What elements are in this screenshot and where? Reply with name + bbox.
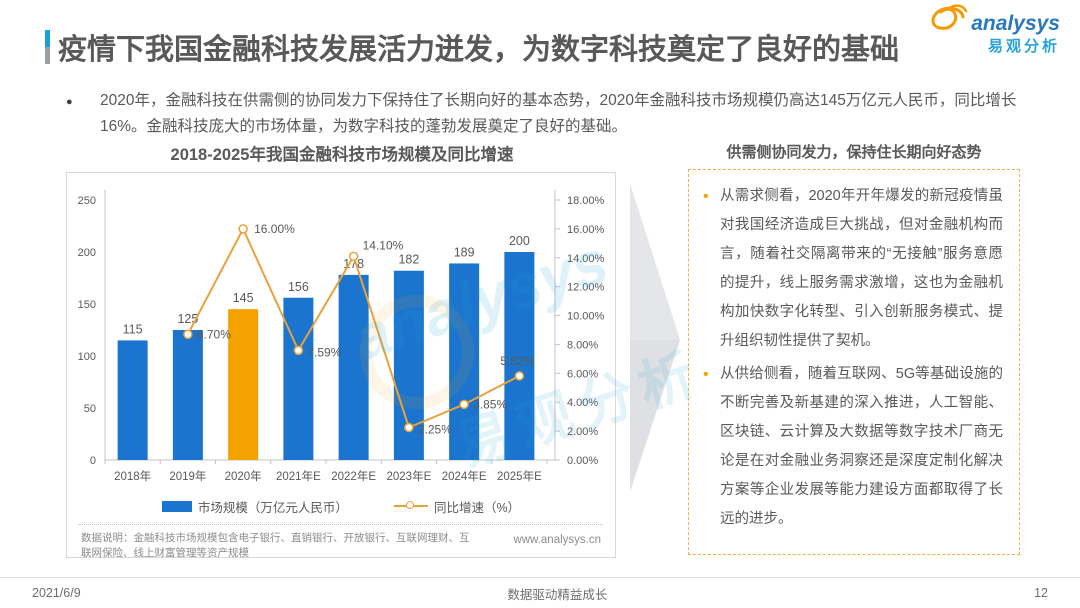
line-value-label: 2.25%	[418, 423, 452, 437]
accent-bar-blue	[45, 30, 50, 47]
line-marker	[404, 422, 414, 433]
left-axis-tick: 200	[78, 247, 96, 259]
bar-legend-swatch	[161, 500, 192, 512]
legend-item-growth: 同比增速（%）	[393, 497, 521, 516]
panel-box: • 从需求侧看，2020年开年爆发的新冠疫情虽对我国经济造成巨大挑战，但对金融机…	[688, 169, 1020, 555]
page-title: 疫情下我国金融科技发展活力迸发，为数字科技奠定了良好的基础	[58, 34, 900, 66]
x-axis-label: 2023年E	[386, 469, 431, 483]
left-axis-tick: 50	[84, 403, 96, 415]
panel-bullet-demand: • 从需求侧看，2020年开年爆发的新冠疫情虽对我国经济造成巨大挑战，但对金融机…	[703, 182, 1003, 356]
x-axis-label: 2019年	[169, 469, 206, 483]
x-axis-label: 2020年	[225, 469, 262, 483]
left-axis-tick: 100	[78, 351, 96, 363]
right-axis-tick: 18.00%	[567, 195, 605, 207]
line-value-label: 5.82%	[500, 354, 534, 368]
panel-bullet-text: 从需求侧看，2020年开年爆发的新冠疫情虽对我国经济造成巨大挑战，但对金融机构而…	[720, 188, 1003, 349]
bar-value-label: 178	[343, 257, 364, 271]
intro-text: 2020年，金融科技在供需侧的协同发力下保持住了长期向好的基本态势，2020年金…	[100, 92, 1017, 135]
line-value-label: 7.59%	[307, 345, 341, 359]
line-value-label: 14.10%	[363, 238, 404, 252]
line-marker	[348, 251, 359, 262]
bar-value-label: 182	[398, 253, 419, 267]
footer-date: 2021/6/9	[32, 586, 81, 600]
logo-brand-text: analysys	[971, 12, 1060, 35]
line-marker	[183, 329, 193, 340]
right-axis-tick: 12.00%	[567, 282, 605, 294]
line-marker	[459, 399, 469, 410]
insight-panel: 供需侧协同发力，保持住长期向好态势 • 从需求侧看，2020年开年爆发的新冠疫情…	[688, 141, 1020, 555]
intro-paragraph: ● 2020年，金融科技在供需侧的协同发力下保持住了长期向好的基本态势，2020…	[66, 88, 1018, 140]
bar-2022年E	[338, 274, 369, 460]
accent-bar-gray	[45, 47, 50, 64]
market-chart-svg: 0 50 100 150 200 250 0.00% 2.00% 4.00% 6.00% 8.00%…	[78, 190, 605, 483]
right-axis-tick: 10.00%	[567, 311, 605, 323]
line-legend-swatch	[393, 501, 428, 509]
line-marker	[238, 224, 248, 234]
right-axis-tick: 2.00%	[567, 426, 598, 438]
logo-brand-cn-text: 易观分析	[987, 38, 1060, 55]
panel-title: 供需侧协同发力，保持住长期向好态势	[726, 144, 982, 161]
bar-value-label: 189	[454, 245, 475, 259]
flow-arrow	[630, 184, 680, 492]
bar-2025年E	[504, 252, 535, 460]
x-axis-label: 2025年E	[497, 469, 542, 483]
right-axis-tick: 14.00%	[567, 253, 605, 265]
logo-swirl-icon	[931, 4, 968, 30]
line-value-label: 3.85%	[473, 397, 507, 411]
left-axis-tick: 150	[78, 299, 96, 311]
x-axis-label: 2018年	[114, 469, 151, 483]
bar-value-label: 200	[509, 234, 530, 248]
analysys-logo: analysys 易观分析	[931, 4, 1060, 56]
footnote-divider	[79, 524, 603, 525]
bar-2024年E	[449, 263, 480, 460]
right-axis-tick: 6.00%	[567, 368, 598, 380]
bar-2020年	[228, 309, 259, 460]
line-value-label: 8.70%	[197, 327, 231, 341]
legend-label: 同比增速（%）	[433, 500, 521, 515]
line-marker	[293, 345, 304, 356]
right-axis-tick: 4.00%	[567, 397, 598, 409]
line-marker	[514, 371, 525, 381]
bar-value-label: 145	[233, 291, 254, 305]
page-number: 12	[1034, 586, 1048, 600]
title-accent-bar	[45, 30, 50, 64]
footnote-row: 数据说明：金融科技市场规模包含电子银行、直销银行、开放银行、互联网理财、互联网保…	[67, 525, 615, 561]
bar-2021年E	[283, 297, 314, 460]
legend-label: 市场规模（万亿元人民币）	[197, 500, 348, 515]
chart-box: 0 50 100 150 200 250 0.00% 2.00% 4.00% 6.00% 8.00%…	[66, 172, 616, 561]
bar-2018年	[117, 340, 148, 460]
bullet-dot-icon: •	[703, 366, 709, 383]
left-axis-tick: 250	[78, 195, 96, 207]
chart-legend: 市场规模（万亿元人民币） 同比增速（%）	[67, 494, 615, 518]
bar-value-label: 156	[288, 280, 309, 294]
panel-bullet-text: 从供给侧看，随着互联网、5G等基础设施的不断完善及新基建的深入推进，人工智能、区…	[720, 366, 1003, 527]
chart-section: 2018-2025年我国金融科技市场规模及同比增速 0 50 100 150 200 25…	[66, 141, 618, 561]
right-axis-tick: 0.00%	[567, 455, 598, 467]
right-axis-tick: 16.00%	[567, 224, 605, 236]
chart-title: 2018-2025年我国金融科技市场规模及同比增速	[170, 146, 514, 164]
panel-bullet-supply: • 从供给侧看，随着互联网、5G等基础设施的不断完善及新基建的深入推进，人工智能…	[703, 360, 1003, 534]
bullet-dot-icon: •	[703, 188, 709, 205]
slide-footer: 2021/6/9 数据驱动精益成长 12	[0, 577, 1080, 608]
marker-dot-icon	[405, 501, 414, 509]
bar-value-label: 115	[123, 322, 143, 336]
left-axis-tick: 0	[90, 455, 96, 467]
data-note: 数据说明：金融科技市场规模包含电子银行、直销银行、开放银行、互联网理财、互联网保…	[81, 532, 470, 559]
line-value-label: 16.00%	[254, 222, 295, 236]
bar-2019年	[172, 330, 203, 460]
footer-slogan: 数据驱动精益成长	[507, 587, 608, 602]
bullet-icon: ●	[66, 96, 73, 108]
legend-item-market-size: 市场规模（万亿元人民币）	[161, 497, 348, 516]
x-axis-label: 2024年E	[442, 469, 487, 483]
x-axis-label: 2022年E	[331, 469, 376, 483]
x-axis-label: 2021年E	[276, 469, 321, 483]
right-axis-tick: 8.00%	[567, 339, 598, 351]
website-text: www.analysys.cn	[513, 534, 601, 546]
